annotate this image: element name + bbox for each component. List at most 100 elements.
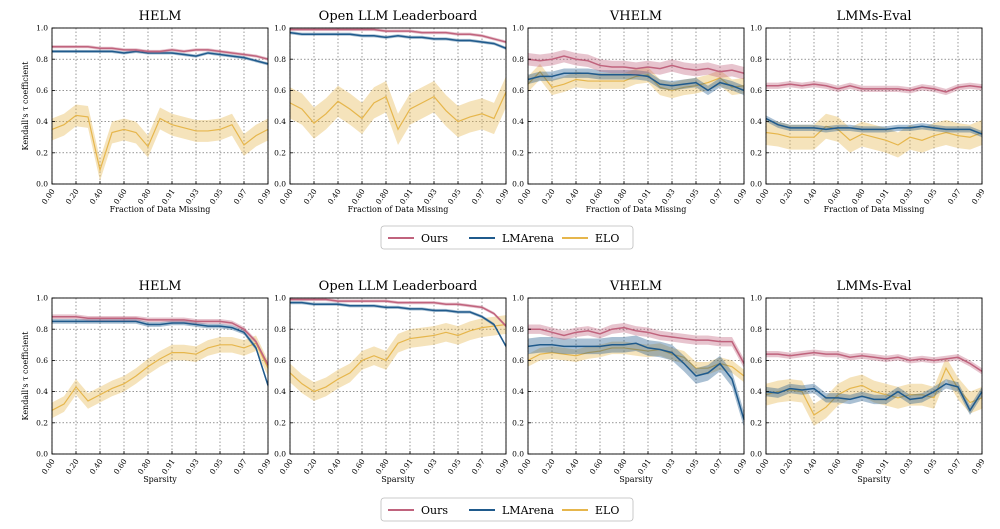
series-line-ours	[52, 45, 269, 60]
y-tick-label: 1.0	[274, 294, 286, 303]
y-tick-label: 0.4	[512, 387, 524, 396]
x-tick-label: 0.20	[778, 187, 795, 206]
x-tick-label: 0.93	[422, 457, 439, 476]
y-tick-label: 0.6	[750, 356, 762, 365]
y-axis-label: Kendall's τ coefficient	[21, 331, 30, 421]
series-line-ours	[766, 83, 983, 93]
x-tick-label: 0.97	[946, 187, 963, 206]
panel-open-llm-leaderboard: Open LLM Leaderboard 0.0 0.2 0.4 0.6 0.8 1.0 0.…	[274, 279, 511, 484]
legend-label-lmarena: LMArena	[502, 504, 554, 517]
plot-frame	[527, 27, 745, 185]
x-tick-label: 0.00	[754, 187, 771, 206]
x-tick-label: 0.95	[922, 187, 939, 206]
legend-label-ours: Ours	[421, 504, 448, 517]
x-tick-label: 0.80	[136, 457, 153, 476]
y-tick-label: 0.0	[274, 450, 286, 459]
x-tick-label: 0.20	[302, 187, 319, 206]
y-tick-label: 0.4	[36, 117, 48, 126]
y-tick-label: 0.4	[274, 117, 286, 126]
plot-frame	[51, 27, 269, 185]
band-elo	[52, 104, 268, 181]
y-tick-label: 0.2	[36, 148, 48, 157]
y-tick-label: 0.8	[36, 325, 48, 334]
legend-label-elo: ELO	[595, 504, 619, 517]
y-tick-label: 0.0	[750, 180, 762, 189]
series-line-ours	[52, 315, 269, 366]
y-tick-label: 0.2	[512, 148, 524, 157]
x-tick-label: 0.99	[494, 187, 511, 206]
x-tick-label: 0.40	[564, 187, 581, 206]
x-tick-label: 0.95	[684, 187, 701, 206]
y-tick-label: 0.8	[36, 55, 48, 64]
y-tick-label: 0.8	[750, 55, 762, 64]
series-line-lmarena	[527, 342, 745, 420]
x-tick-label: 0.91	[160, 187, 177, 206]
series-line-ours	[766, 351, 983, 372]
panel-vhelm: VHELM 0.0 0.2 0.4 0.6 0.8 1.0 0.00 0.20 0.40 0.60 0…	[512, 9, 749, 214]
x-tick-label: 0.60	[112, 187, 129, 206]
panel-lmms-eval: LMMs-Eval 0.0 0.2 0.4 0.6 0.8 1.0 0.00 0.20 0.40 0…	[750, 9, 987, 214]
x-tick-label: 0.00	[40, 187, 57, 206]
series-line-lmarena	[289, 31, 507, 49]
x-tick-label: 0.93	[898, 457, 915, 476]
y-tick-label: 0.6	[274, 86, 286, 95]
band-elo	[528, 341, 744, 383]
x-tick-label: 0.20	[64, 457, 81, 476]
legend-box	[380, 225, 634, 250]
chart-row-2: HELM 0.0 0.2 0.4 0.6 0.8 1.0 0.00 0.20 0.40 0.60 0.…	[21, 279, 987, 484]
y-tick-label: 0.0	[512, 450, 524, 459]
y-tick-label: 0.6	[274, 356, 286, 365]
x-tick-label: 0.99	[970, 187, 987, 206]
series-line-lmarena	[527, 72, 745, 92]
plot-area	[528, 298, 744, 454]
x-tick-label: 0.20	[540, 457, 557, 476]
y-tick-label: 0.0	[512, 180, 524, 189]
panel-title: Open LLM Leaderboard	[319, 279, 478, 294]
series-line-ours	[290, 298, 507, 327]
legend-1: Ours LMArena ELO	[380, 225, 634, 250]
chart-row-1: HELM 0.0 0.2 0.4 0.6 0.8 1.0 0.00 0.20 0.40 0.60 0.…	[21, 9, 987, 214]
band-elo	[766, 113, 982, 158]
x-tick-label: 0.60	[350, 457, 367, 476]
x-tick-label: 0.97	[708, 457, 725, 476]
y-tick-label: 0.2	[512, 418, 524, 427]
x-tick-label: 0.95	[922, 457, 939, 476]
y-tick-label: 1.0	[750, 294, 762, 303]
x-tick-label: 0.99	[732, 457, 749, 476]
y-tick-label: 0.4	[750, 387, 762, 396]
plot-area	[290, 28, 506, 184]
x-tick-label: 0.99	[494, 457, 511, 476]
x-axis-label: Sparsity	[619, 475, 653, 484]
x-tick-label: 0.97	[232, 457, 249, 476]
x-tick-label: 0.91	[398, 187, 415, 206]
y-axis-label: Kendall's τ coefficient	[21, 61, 30, 151]
x-tick-label: 0.97	[232, 187, 249, 206]
x-tick-label: 0.80	[850, 187, 867, 206]
plot-frame	[527, 297, 745, 455]
x-axis-label: Sparsity	[857, 475, 891, 484]
y-tick-label: 0.8	[274, 55, 286, 64]
band-lmarena	[528, 68, 744, 96]
x-tick-label: 0.40	[564, 457, 581, 476]
band-lmarena	[290, 31, 506, 50]
band-ours	[528, 49, 744, 80]
x-tick-label: 0.91	[636, 187, 653, 206]
x-tick-label: 0.97	[946, 457, 963, 476]
x-tick-label: 0.93	[660, 457, 677, 476]
legend-box	[380, 497, 634, 522]
x-axis-label: Fraction of Data Missing	[348, 205, 449, 214]
x-tick-label: 0.93	[660, 187, 677, 206]
x-tick-label: 0.60	[826, 457, 843, 476]
y-tick-label: 0.6	[512, 356, 524, 365]
x-tick-label: 0.20	[64, 187, 81, 206]
x-tick-label: 0.60	[350, 187, 367, 206]
series-line-lmarena	[765, 382, 983, 412]
panel-title: Open LLM Leaderboard	[319, 9, 478, 24]
x-tick-label: 0.00	[754, 457, 771, 476]
legend-label-elo: ELO	[595, 232, 619, 245]
panel-title: VHELM	[609, 9, 662, 24]
x-tick-label: 0.93	[184, 187, 201, 206]
x-tick-label: 0.97	[470, 457, 487, 476]
series-line-ours	[290, 28, 507, 43]
panel-lmms-eval: LMMs-Eval 0.0 0.2 0.4 0.6 0.8 1.0 0.00 0.20 0.40 0…	[750, 279, 987, 484]
